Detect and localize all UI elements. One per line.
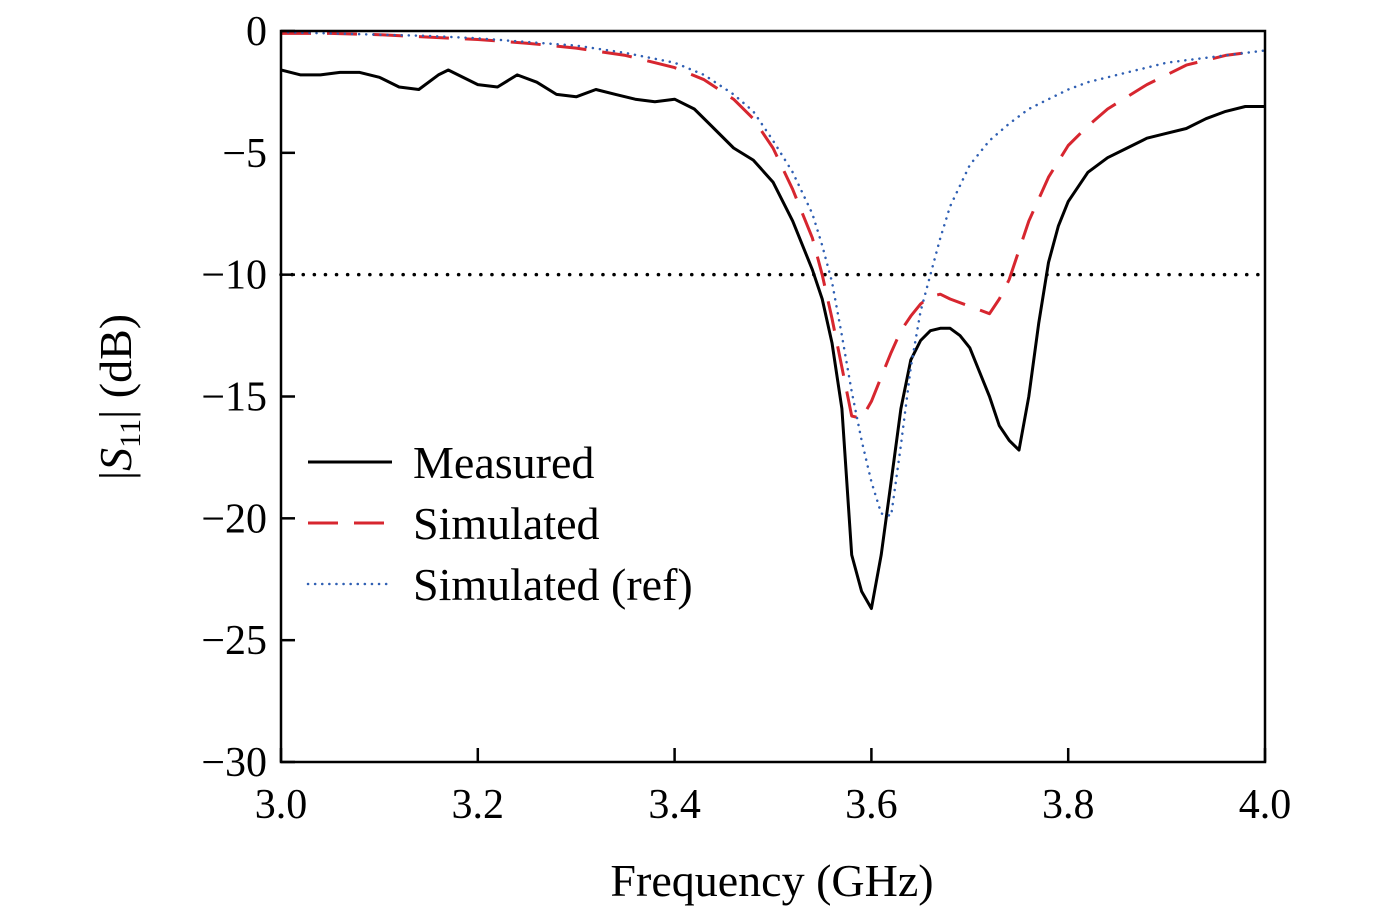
y-tick-label: −5 bbox=[222, 131, 267, 177]
y-tick-label: −15 bbox=[201, 375, 267, 421]
y-tick-label: −10 bbox=[201, 253, 267, 299]
x-axis-label: Frequency (GHz) bbox=[610, 855, 933, 906]
legend: Measured Simulated Simulated (ref) bbox=[306, 437, 693, 610]
x-tick-label: 3.4 bbox=[648, 782, 701, 828]
legend-item: Simulated (ref) bbox=[306, 559, 693, 610]
series-line-simulated bbox=[281, 31, 1246, 420]
x-tick-label: 3.2 bbox=[452, 782, 505, 828]
legend-item: Measured bbox=[308, 437, 594, 488]
y-axis-label-open: | bbox=[90, 471, 141, 480]
legend-label: Simulated bbox=[413, 498, 600, 549]
series-line-simulated-ref bbox=[281, 31, 1265, 518]
y-tick-label: 0 bbox=[246, 9, 267, 55]
y-axis-label-close: | (dB) bbox=[90, 314, 141, 419]
legend-label: Measured bbox=[413, 437, 594, 488]
x-tick-label: 3.0 bbox=[255, 782, 308, 828]
plot-frame bbox=[279, 29, 1267, 764]
y-tick-labels: 0 −5 −10 −15 −20 −25 −30 bbox=[201, 9, 267, 786]
y-tick-label: −25 bbox=[201, 618, 267, 664]
legend-label: Simulated (ref) bbox=[413, 559, 693, 610]
x-tick-labels: 3.0 3.2 3.4 3.6 3.8 4.0 bbox=[255, 782, 1292, 828]
tick-layer bbox=[279, 29, 1267, 764]
y-tick-label: −20 bbox=[201, 496, 267, 542]
x-tick-label: 3.6 bbox=[845, 782, 898, 828]
x-tick-label: 4.0 bbox=[1239, 782, 1292, 828]
series-line-measured bbox=[281, 68, 1265, 610]
x-tick-label: 3.8 bbox=[1042, 782, 1095, 828]
y-axis-label-subscript: 11 bbox=[114, 419, 147, 448]
y-axis-label: |S11| (dB) bbox=[90, 314, 147, 480]
y-axis-label-symbol: S bbox=[90, 448, 141, 471]
legend-item: Simulated bbox=[308, 498, 600, 549]
series-layer bbox=[281, 31, 1265, 610]
y-tick-label: −30 bbox=[201, 740, 267, 786]
